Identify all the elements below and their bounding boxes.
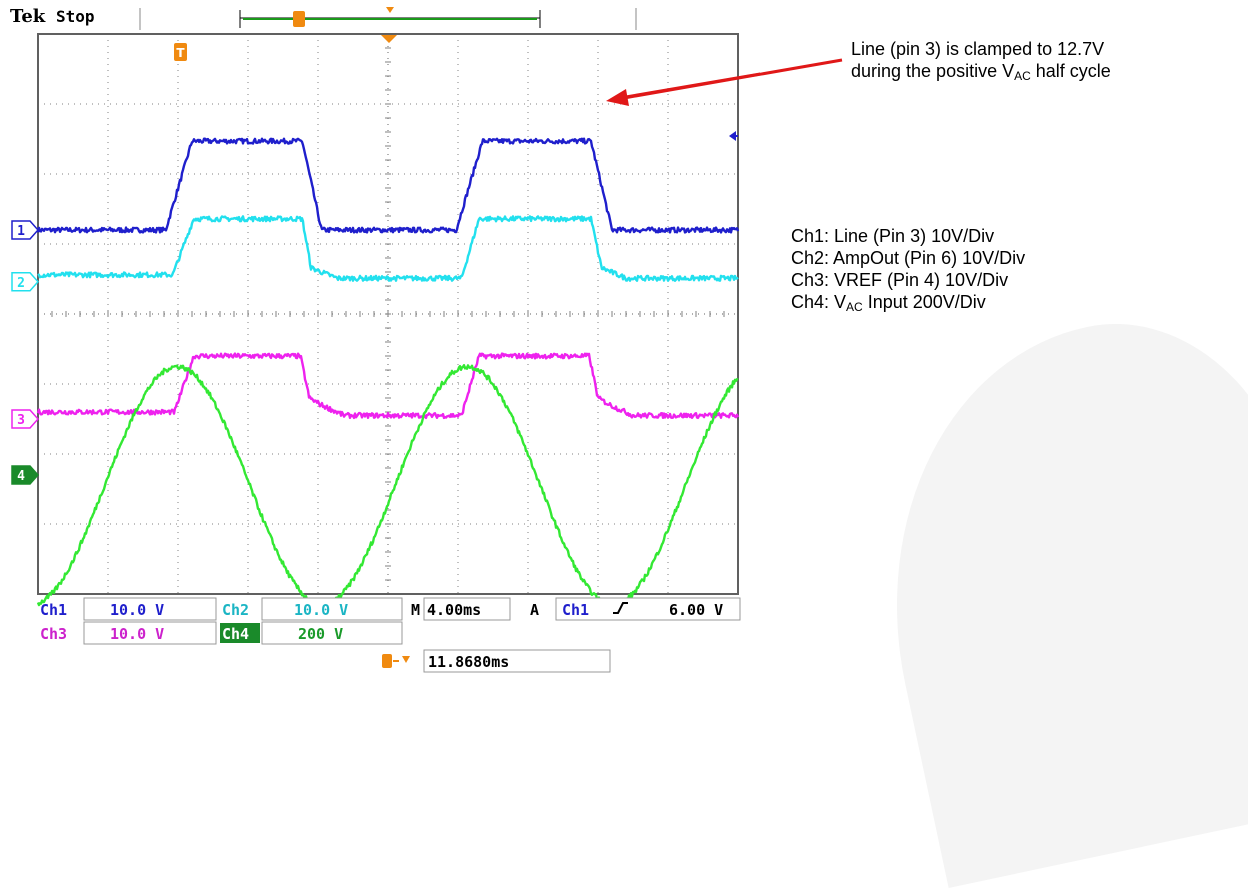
- legend-ch4-pre: Ch4: V: [791, 292, 847, 312]
- callout-annotation: Line (pin 3) is clamped to 12.7V during …: [851, 38, 1111, 82]
- ch2-ground-marker-label: 2: [17, 276, 25, 291]
- ch3-ground-marker-label: 3: [17, 413, 25, 428]
- callout-line-1: Line (pin 3) is clamped to 12.7V: [851, 39, 1105, 59]
- ch1-ground-marker-shape: [11, 220, 40, 240]
- brand-label: Tek: [10, 6, 46, 27]
- ch4-ground-marker: 4: [11, 465, 40, 485]
- readout-box-trigger: [555, 597, 741, 621]
- trigger-level-value: 6.00 V: [669, 601, 723, 619]
- ch4-label-badge: [220, 623, 260, 643]
- trigger-source: Ch1: [562, 601, 589, 619]
- callout-line-2-post: half cycle: [1030, 61, 1111, 81]
- trace-ch2: [37, 215, 739, 282]
- callout-line-2-pre: during the positive V: [851, 61, 1015, 81]
- legend-ch4-post: Input 200V/Div: [862, 292, 986, 312]
- readout-box-ch3-scale: [83, 621, 217, 645]
- ch4-scale-value: 200 V: [298, 625, 343, 643]
- channel-legend: Ch1: Line (Pin 3) 10V/Div Ch2: AmpOut (P…: [791, 225, 1025, 313]
- ch3-ground-marker: 3: [11, 409, 40, 429]
- annotation-arrow-layer: [606, 58, 843, 106]
- trace-ch1: [36, 137, 740, 234]
- ch1-ground-marker: 1: [11, 220, 40, 240]
- ch4-ground-marker-label: 4: [17, 469, 25, 484]
- oscilloscope-display: Tek Stop T 1 2 3 4 Ch1 10.0 V Ch2: [10, 6, 760, 673]
- readout-box-ch2-scale: [261, 597, 403, 621]
- ch2-scale-value: 10.0 V: [294, 601, 348, 619]
- ch1-ground-marker-label: 1: [17, 224, 25, 239]
- trigger-position-marker: T: [174, 43, 187, 61]
- ch1-scale-value: 10.0 V: [110, 601, 164, 619]
- legend-ch1: Ch1: Line (Pin 3) 10V/Div: [791, 226, 995, 246]
- timebase-prefix: M: [411, 601, 420, 619]
- ch2-ground-marker: 2: [11, 272, 40, 292]
- rising-edge-icon: [613, 602, 628, 614]
- trigger-level-marker: [729, 131, 736, 141]
- legend-ch4-sub: AC: [846, 300, 863, 314]
- timebase-value: 4.00ms: [427, 601, 481, 619]
- readout-box-timebase: [423, 597, 511, 621]
- ch2-readout-label: Ch2: [222, 601, 249, 619]
- ch3-scale-value: 10.0 V: [110, 625, 164, 643]
- callout-arrow-shaft: [623, 58, 843, 100]
- trigger-position-label: T: [176, 46, 185, 60]
- callout-line-2: during the positive VAC half cycle: [851, 60, 1111, 82]
- legend-ch2: Ch2: AmpOut (Pin 6) 10V/Div: [791, 248, 1026, 268]
- trigger-offset-value: 11.8680ms: [428, 653, 509, 671]
- ch4-readout-label: Ch4: [222, 625, 249, 643]
- legend-ch4: Ch4: VAC Input 200V/Div: [791, 291, 1025, 313]
- ch2-ground-marker-shape: [11, 272, 40, 292]
- readout-box-ch4-scale: [261, 621, 403, 645]
- channel-markers: 1 2 3 4: [11, 220, 40, 485]
- acquisition-mode: Stop: [56, 7, 95, 26]
- center-expansion-marker: [381, 35, 397, 43]
- readout-box-ch1-scale: [83, 597, 217, 621]
- trigger-mode: A: [530, 601, 539, 619]
- record-center-marker: [386, 7, 394, 13]
- callout-line-2-sub: AC: [1014, 69, 1031, 83]
- ch3-ground-marker-shape: [11, 409, 40, 429]
- readout-panel: Ch1 10.0 V Ch2 10.0 V M 4.00ms A Ch1 6.0…: [40, 597, 741, 673]
- record-trigger-marker: [293, 11, 305, 27]
- trace-ch3: [36, 352, 740, 420]
- scope-header: Tek Stop: [10, 6, 637, 30]
- ch1-readout-label: Ch1: [40, 601, 67, 619]
- callout-arrow-head: [606, 89, 629, 106]
- legend-ch3: Ch3: VREF (Pin 4) 10V/Div: [791, 270, 1009, 290]
- ch3-readout-label: Ch3: [40, 625, 67, 643]
- ch4-ground-marker-shape: [11, 465, 40, 485]
- screen-border: [37, 33, 739, 595]
- trigger-offset-icon: [382, 654, 410, 668]
- readout-box-trigger-offset: [423, 649, 611, 673]
